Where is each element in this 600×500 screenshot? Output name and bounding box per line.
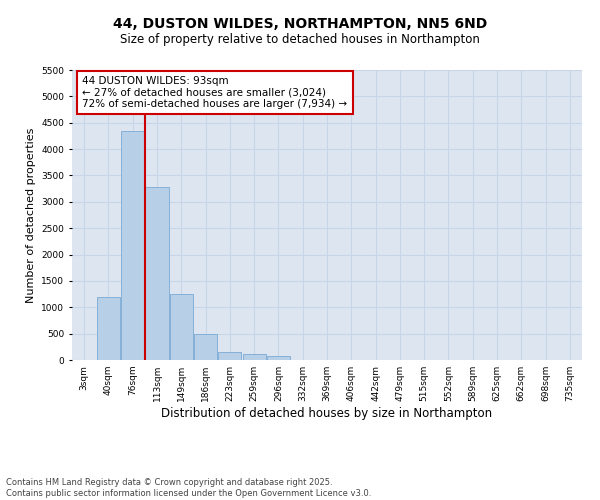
Bar (170, 294, 193, 360)
Bar (145, 187, 169, 360)
Bar (121, 130, 144, 360)
Text: 44, DUSTON WILDES, NORTHAMPTON, NN5 6ND: 44, DUSTON WILDES, NORTHAMPTON, NN5 6ND (113, 18, 487, 32)
Bar (218, 352, 241, 360)
Text: Size of property relative to detached houses in Northampton: Size of property relative to detached ho… (120, 32, 480, 46)
Bar (194, 334, 217, 360)
Text: Contains HM Land Registry data © Crown copyright and database right 2025.
Contai: Contains HM Land Registry data © Crown c… (6, 478, 371, 498)
Text: 44 DUSTON WILDES: 93sqm
← 27% of detached houses are smaller (3,024)
72% of semi: 44 DUSTON WILDES: 93sqm ← 27% of detache… (82, 76, 347, 109)
Bar (267, 356, 290, 360)
Y-axis label: Number of detached properties: Number of detached properties (26, 128, 36, 302)
Bar (242, 354, 266, 360)
Bar (97, 296, 120, 360)
X-axis label: Distribution of detached houses by size in Northampton: Distribution of detached houses by size … (161, 407, 493, 420)
